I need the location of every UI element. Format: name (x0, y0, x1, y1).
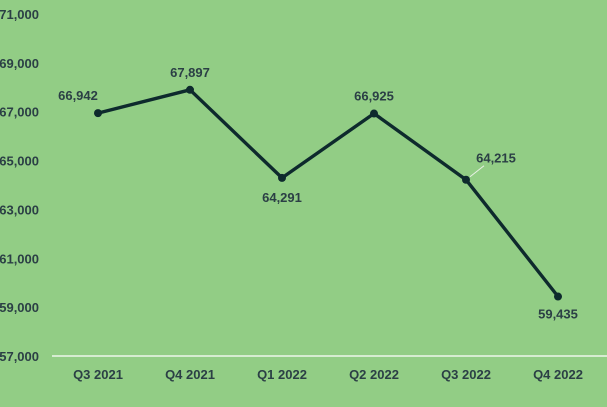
data-label: 64,215 (476, 151, 516, 166)
data-label: 66,942 (58, 88, 98, 103)
data-point (462, 175, 470, 184)
x-tick-label: Q1 2022 (257, 367, 307, 382)
data-label: 64,291 (262, 190, 302, 205)
data-label: 59,435 (538, 307, 578, 322)
x-tick-label: Q2 2022 (349, 367, 399, 382)
y-tick-label: 59,000 (0, 300, 39, 315)
label-leader-lines (469, 165, 485, 178)
data-label: 67,897 (170, 65, 210, 80)
data-labels: 66,942 67,897 64,291 66,925 64,215 59,435 (58, 65, 578, 322)
y-tick-label: 69,000 (0, 56, 39, 71)
data-points (94, 85, 562, 301)
data-label: 66,925 (354, 89, 394, 104)
data-point (186, 85, 194, 94)
y-tick-label: 57,000 (0, 349, 39, 364)
x-axis-ticks: Q3 2021 Q4 2021 Q1 2022 Q2 2022 Q3 2022 Q4 20… (73, 367, 583, 382)
y-tick-label: 61,000 (0, 251, 39, 266)
data-point (94, 109, 102, 118)
label-leader-line (469, 165, 485, 178)
y-axis-ticks: 57,000 59,000 61,000 63,000 65,000 67,000 69,0… (0, 7, 39, 364)
y-tick-label: 67,000 (0, 105, 39, 120)
y-tick-label: 63,000 (0, 202, 39, 217)
x-tick-label: Q3 2022 (441, 367, 491, 382)
x-tick-label: Q4 2022 (533, 367, 583, 382)
x-tick-label: Q4 2021 (165, 367, 215, 382)
x-tick-label: Q3 2021 (73, 367, 123, 382)
series-line (96, 88, 560, 299)
y-tick-label: 65,000 (0, 154, 39, 169)
data-point (554, 292, 562, 301)
data-point (278, 173, 286, 182)
y-tick-label: 71,000 (0, 7, 39, 22)
data-point (370, 109, 378, 118)
